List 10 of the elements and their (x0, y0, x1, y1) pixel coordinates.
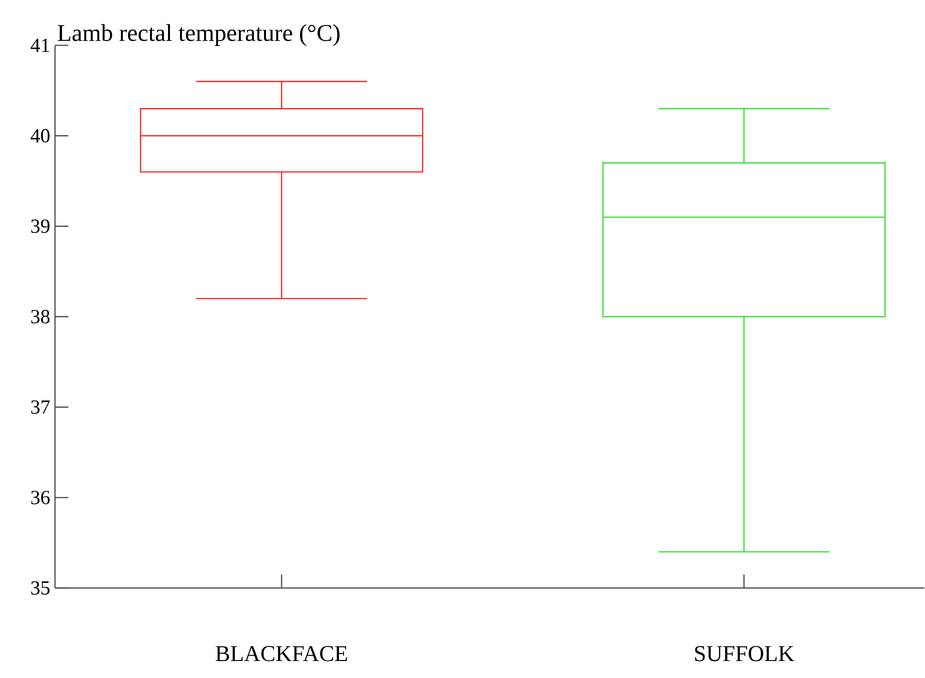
y-tick-label: 38 (31, 310, 50, 324)
x-tick-label: SUFFOLK (695, 646, 794, 662)
y-tick-label: 41 (30, 38, 50, 52)
y-tick-label: 37 (31, 400, 50, 414)
y-axis-title: Lamb rectal temperature (°C) (58, 24, 340, 46)
y-tick-label: 36 (31, 490, 50, 504)
y-tick-label: 40 (30, 129, 50, 143)
y-tick-label: 35 (31, 581, 50, 595)
x-tick-label: BLACKFACE (216, 646, 347, 662)
y-tick-label: 39 (31, 220, 50, 233)
